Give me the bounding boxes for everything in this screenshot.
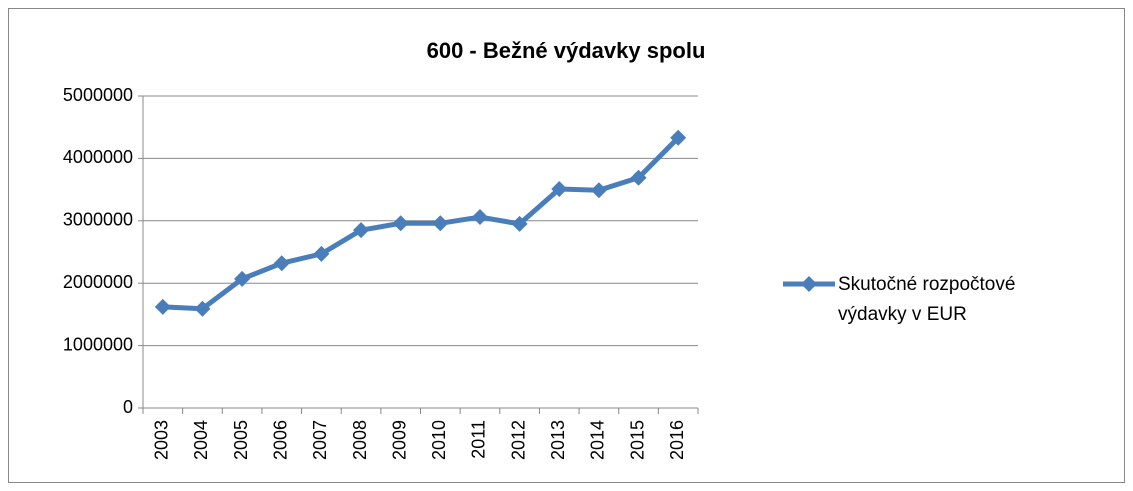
data-point	[392, 215, 409, 232]
x-tick-label: 2003	[152, 420, 172, 460]
x-tick-label: 2005	[231, 420, 251, 460]
chart-border	[8, 8, 1125, 483]
data-point	[590, 182, 607, 199]
x-tick-label: 2004	[191, 420, 211, 460]
chart-title: 600 - Bežné výdavky spolu	[427, 38, 706, 63]
data-point	[194, 300, 211, 317]
data-point	[353, 222, 370, 239]
data-point	[154, 298, 171, 315]
data-point	[273, 255, 290, 272]
data-point	[670, 129, 687, 146]
data-point	[471, 209, 488, 226]
y-tick-label: 5000000	[63, 85, 133, 105]
y-tick-label: 4000000	[63, 147, 133, 167]
y-tick-label: 2000000	[63, 272, 133, 292]
x-tick-label: 2007	[310, 420, 330, 460]
y-tick-label: 0	[123, 397, 133, 417]
legend-label: Skutočné rozpočtové výdavky v EUR	[838, 274, 1016, 325]
y-tick-label: 1000000	[63, 334, 133, 354]
x-tick-label: 2013	[548, 420, 568, 460]
data-point	[511, 215, 528, 232]
x-tick-label: 2011	[469, 420, 489, 459]
data-point	[234, 270, 251, 287]
data-point	[313, 245, 330, 262]
x-tick-label: 2014	[588, 420, 608, 460]
x-tick-label: 2008	[350, 420, 370, 460]
x-tick-label: 2006	[271, 420, 291, 460]
y-tick-label: 3000000	[63, 210, 133, 230]
data-point	[630, 169, 647, 186]
x-tick-label: 2016	[667, 420, 687, 460]
x-tick-label: 2010	[429, 420, 449, 460]
data-point	[551, 180, 568, 197]
x-tick-label: 2012	[508, 420, 528, 460]
data-point	[432, 215, 449, 232]
x-tick-label: 2009	[389, 420, 409, 460]
x-tick-label: 2015	[627, 420, 647, 460]
legend-marker	[801, 276, 817, 292]
